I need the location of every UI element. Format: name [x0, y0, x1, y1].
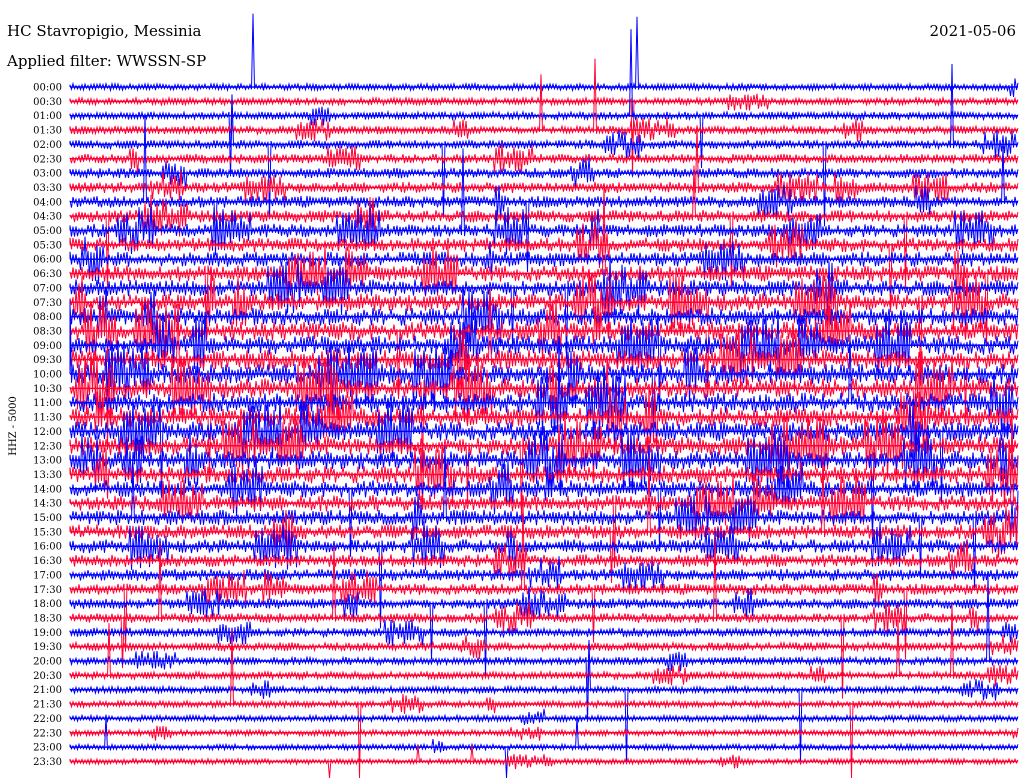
- row-time-label: 06:00: [33, 255, 62, 266]
- row-time-label: 23:30: [33, 757, 62, 768]
- row-time-label: 16:00: [33, 542, 62, 553]
- row-time-label: 18:30: [33, 613, 62, 624]
- row-time-label: 21:00: [33, 685, 62, 696]
- row-time-label: 10:00: [33, 370, 62, 381]
- row-time-label: 10:30: [33, 384, 62, 395]
- row-time-label: 15:00: [33, 513, 62, 524]
- row-time-label: 01:30: [33, 126, 62, 137]
- row-time-label: 19:30: [33, 642, 62, 653]
- row-time-label: 13:00: [33, 456, 62, 467]
- row-time-label: 21:30: [33, 700, 62, 711]
- row-time-label: 22:30: [33, 728, 62, 739]
- row-time-label: 01:00: [33, 111, 62, 122]
- filter-label: Applied filter: WWSSN-SP: [6, 52, 206, 70]
- station-title: HC Stavropigio, Messinia: [7, 22, 202, 40]
- row-time-label: 07:00: [33, 283, 62, 294]
- row-time-label: 23:00: [33, 743, 62, 754]
- row-time-label: 08:30: [33, 326, 62, 337]
- trace-row: [69, 385, 1019, 476]
- row-time-label: 00:00: [33, 83, 62, 94]
- trace-row: [69, 236, 1019, 284]
- row-time-label: 17:00: [33, 570, 62, 581]
- row-time-label: 04:30: [33, 212, 62, 223]
- row-time-label: 02:00: [33, 140, 62, 151]
- trace-row: [69, 458, 1019, 557]
- row-time-label: 12:30: [33, 441, 62, 452]
- trace-row: [69, 300, 1019, 426]
- channel-label: HHZ - 5000: [8, 396, 19, 456]
- row-time-label: 19:00: [33, 628, 62, 639]
- row-time-label: 14:00: [33, 484, 62, 495]
- row-time-label: 03:30: [33, 183, 62, 194]
- date-label: 2021-05-06: [930, 22, 1016, 40]
- row-time-label: 20:30: [33, 671, 62, 682]
- row-time-label: 16:30: [33, 556, 62, 567]
- trace-row: [69, 125, 1019, 207]
- trace-row: [69, 708, 1019, 725]
- trace-row: [69, 269, 1019, 386]
- trace-row: [69, 310, 1019, 412]
- row-time-label: 15:30: [33, 527, 62, 538]
- row-time-label: 18:00: [33, 599, 62, 610]
- row-time-label: 05:30: [33, 240, 62, 251]
- row-time-label: 17:30: [33, 585, 62, 596]
- row-time-label: 09:30: [33, 355, 62, 366]
- row-time-label: 11:00: [33, 398, 62, 409]
- row-time-label: 00:30: [33, 97, 62, 108]
- row-time-label: 09:00: [33, 341, 62, 352]
- row-time-label: 08:00: [33, 312, 62, 323]
- trace-row: [69, 184, 1019, 345]
- trace-row: [69, 13, 1019, 98]
- row-time-label: 11:30: [33, 413, 62, 424]
- trace-row: [69, 334, 1019, 439]
- row-time-label: 05:00: [33, 226, 62, 237]
- row-time-label: 22:00: [33, 714, 62, 725]
- row-time-label: 14:30: [33, 499, 62, 510]
- row-time-label: 06:30: [33, 269, 62, 280]
- row-time-label: 02:30: [33, 154, 62, 165]
- row-time-label: 12:00: [33, 427, 62, 438]
- trace-row: [69, 425, 1019, 545]
- row-time-label: 07:30: [33, 298, 62, 309]
- trace-row: [69, 501, 1019, 660]
- row-time-label: 13:30: [33, 470, 62, 481]
- row-time-label: 04:00: [33, 197, 62, 208]
- row-time-label: 03:00: [33, 169, 62, 180]
- row-time-label: 20:00: [33, 657, 62, 668]
